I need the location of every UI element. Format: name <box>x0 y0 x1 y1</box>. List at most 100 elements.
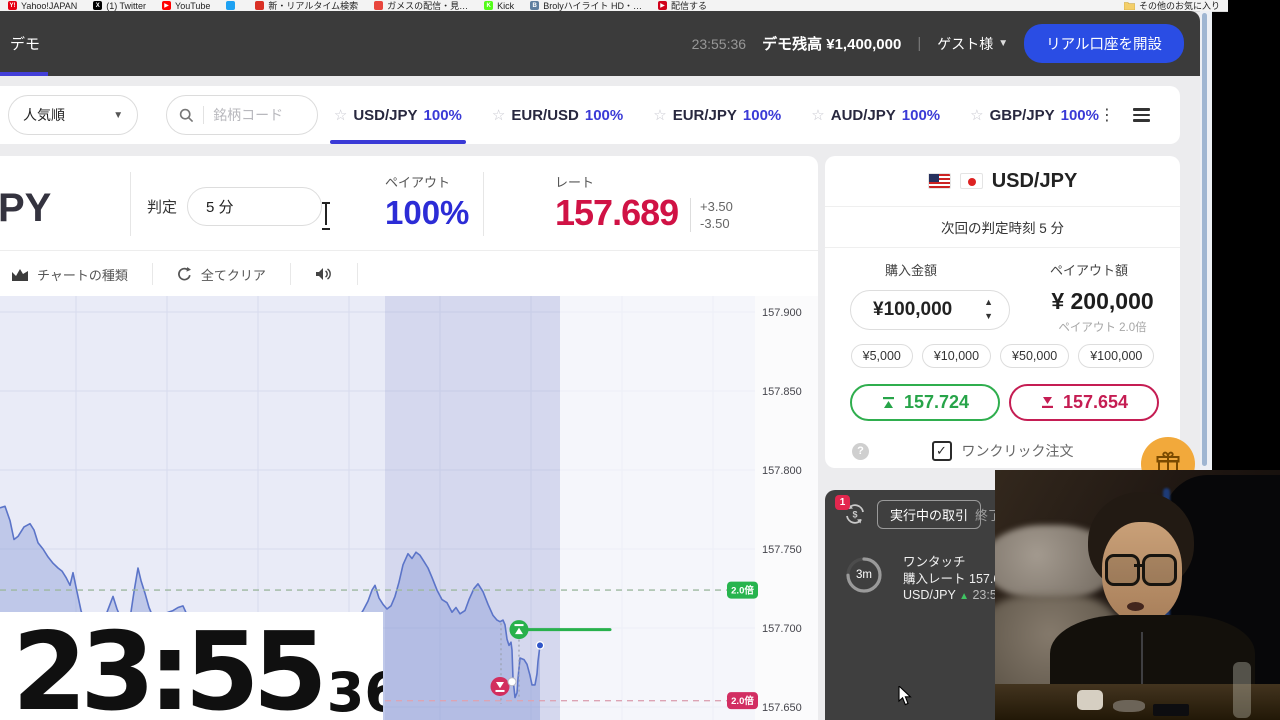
svg-text:157.650: 157.650 <box>762 702 802 714</box>
symbol-bar: 人気順 ▼ 銘柄コード ☆ USD/JPY 100% ☆ EUR/USD 100… <box>0 86 1180 144</box>
chart-type-button[interactable]: チャートの種類 <box>0 265 152 284</box>
star-icon[interactable]: ☆ <box>970 107 984 124</box>
bookmark-label: ガメスの配信・見… <box>387 1 469 11</box>
sound-toggle[interactable] <box>291 267 357 281</box>
stepper-down-icon[interactable]: ▼ <box>984 311 993 321</box>
high-icon <box>882 397 894 408</box>
trades-sync: $ 1 <box>835 495 867 526</box>
bookmark-label: YouTube <box>175 0 211 11</box>
help-icon[interactable]: ? <box>852 442 869 460</box>
bookmark-item[interactable]: ガメスの配信・見… <box>374 0 469 11</box>
quick-amount-chip[interactable]: ¥5,000 <box>850 344 913 368</box>
star-icon[interactable]: ☆ <box>653 107 667 124</box>
search-icon <box>179 108 194 122</box>
refresh-icon <box>177 266 191 280</box>
demo-tab-underline <box>0 72 48 76</box>
hamburger-menu-icon[interactable] <box>1133 108 1150 122</box>
bottle <box>1233 662 1251 718</box>
current-rate: 157.689 <box>555 192 679 233</box>
trade-count-badge: 1 <box>835 495 850 510</box>
trade-pair: USD/JPY <box>903 588 956 602</box>
currency-tab[interactable]: ☆ USD/JPY 100% <box>329 86 466 144</box>
amount-input[interactable]: ¥100,000 ▲ ▼ <box>850 290 1010 330</box>
star-icon[interactable]: ☆ <box>333 107 348 124</box>
app-header: デモ 23:55:36 デモ残高 ¥1,400,000 | ゲスト様 ▼ リアル口… <box>0 11 1200 76</box>
next-judgement-time: 次回の判定時刻 5 分 <box>825 207 1180 248</box>
area-chart-icon <box>12 268 28 281</box>
svg-text:157.800: 157.800 <box>762 465 802 477</box>
trade-type: ワンタッチ <box>903 555 966 569</box>
symbol-search[interactable]: 銘柄コード <box>166 95 318 135</box>
svg-text:2.0倍: 2.0倍 <box>731 695 754 707</box>
bookmark-item[interactable]: 新・リアルタイム検索 <box>255 0 358 11</box>
rate-block: レート 157.689 <box>555 175 679 233</box>
kick-icon: K <box>484 1 494 10</box>
judgement-select[interactable]: 5 分 <box>187 187 322 226</box>
buy-high-button[interactable]: 157.724 <box>850 384 1000 421</box>
timer-seconds: 36 <box>326 661 383 720</box>
star-icon[interactable]: ☆ <box>811 107 825 124</box>
tab-active-trades[interactable]: 実行中の取引 <box>877 500 982 529</box>
chart-icon <box>255 1 265 10</box>
svg-text:2.0倍: 2.0倍 <box>731 585 754 597</box>
svg-text:157.850: 157.850 <box>762 386 802 398</box>
timer-hhmm: 23:55 <box>12 612 328 720</box>
svg-text:157.700: 157.700 <box>762 623 802 635</box>
chevron-down-icon: ▼ <box>998 38 1009 49</box>
demo-tab[interactable]: デモ <box>10 36 41 53</box>
amount-stepper[interactable]: ▲ ▼ <box>984 295 993 323</box>
judgement-label: 判定 <box>147 199 178 216</box>
chart-toolbar: チャートの種類 全てクリア <box>0 250 818 297</box>
checkbox-checked-icon[interactable]: ✓ <box>931 441 952 461</box>
low-icon <box>1041 397 1053 408</box>
quick-amount-chip[interactable]: ¥100,000 <box>1078 344 1155 368</box>
bookmark-item[interactable]: ▶ 配信する <box>658 0 707 11</box>
bookmark-item[interactable]: ▶ YouTube <box>162 1 210 11</box>
direction-up-icon: ▲ <box>959 591 969 602</box>
bookmark-item[interactable]: K Kick <box>484 1 514 11</box>
bookmarks-more[interactable]: その他のお気に入り <box>1123 0 1220 11</box>
kebab-menu-icon[interactable]: ⋮ <box>1099 107 1115 124</box>
currency-tab[interactable]: ☆ EUR/JPY 100% <box>653 106 782 125</box>
ticket-header: USD/JPY <box>825 156 1180 207</box>
payout-amount-value: ¥ 200,000 <box>1051 288 1154 314</box>
scrollbar[interactable] <box>1200 11 1212 470</box>
one-click-order-toggle[interactable]: ✓ ワンクリック注文 <box>931 441 1074 461</box>
clear-all-button[interactable]: 全てクリア <box>153 265 290 284</box>
currency-sync-icon: $ <box>846 504 864 524</box>
payout-block: ペイアウト 100% <box>385 175 470 231</box>
glasses-right-lens <box>1142 554 1177 586</box>
payout-amount-label: ペイアウト額 <box>1050 263 1129 278</box>
buy-low-button[interactable]: 157.654 <box>1009 384 1159 421</box>
currency-tab[interactable]: ☆ EUR/USD 100% <box>491 106 624 125</box>
stepper-up-icon[interactable]: ▲ <box>984 297 993 307</box>
quick-amount-chip[interactable]: ¥10,000 <box>921 344 992 368</box>
chart-card: PY 判定 5 分 ペイアウト 100% レート 157.689 +3.50 -… <box>0 156 818 720</box>
sort-select[interactable]: 人気順 ▼ <box>8 95 139 135</box>
quick-amount-chip[interactable]: ¥50,000 <box>1000 344 1070 368</box>
bookmark-label: Brolyハイライト HD・… <box>543 1 643 11</box>
bookmark-item[interactable]: Y! Yahoo!JAPAN <box>8 1 77 11</box>
currency-tab[interactable]: ☆ GBP/JPY 100% <box>970 106 1099 125</box>
currency-tab[interactable]: ☆ AUD/JPY 100% <box>811 106 941 125</box>
us-flag-icon <box>927 173 951 189</box>
glasses-left-lens <box>1105 554 1140 586</box>
speaker-icon <box>315 268 331 280</box>
server-time: 23:55:36 <box>691 35 747 52</box>
ticket-pair: USD/JPY <box>991 169 1078 192</box>
bookmark-item[interactable]: B Brolyハイライト HD・… <box>530 0 643 11</box>
user-menu[interactable]: ゲスト様 ▼ <box>937 35 1009 52</box>
bookmark-label: Kick <box>497 0 515 11</box>
header-separator: | <box>917 35 922 52</box>
open-real-account-button[interactable]: リアル口座を開設 <box>1024 24 1184 63</box>
bookmark-item[interactable] <box>226 1 239 10</box>
price-chart[interactable]: 157.900 157.850 157.800 157.750 157.700 157.6… <box>0 296 818 720</box>
bookmark-item[interactable]: X (1) Twitter <box>93 1 146 11</box>
scrollbar-thumb[interactable] <box>1202 13 1207 466</box>
amount-label: 購入金額 <box>885 263 938 278</box>
pair-title-partial: PY <box>0 186 52 230</box>
chevron-down-icon: ▼ <box>113 109 124 121</box>
gift-icon <box>1156 451 1180 475</box>
star-icon[interactable]: ☆ <box>491 107 506 124</box>
